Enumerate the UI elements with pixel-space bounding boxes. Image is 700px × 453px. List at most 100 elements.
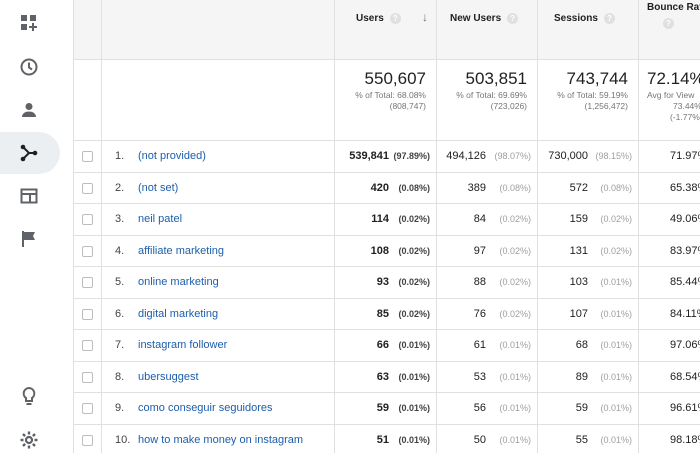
- new-users-percent: (0.01%): [499, 403, 531, 413]
- bounce-rate-cell: 83.97%: [638, 235, 700, 267]
- users-cell: 114 (0.02%): [334, 204, 436, 235]
- sessions-cell: 131 (0.02%): [537, 235, 638, 267]
- new-users-value: 50: [473, 433, 486, 446]
- sessions-value: 55: [575, 433, 588, 446]
- totals-sessions-total: (1,256,472): [584, 101, 628, 111]
- users-percent: (0.02%): [398, 277, 430, 287]
- bounce-rate-cell: 49.06%: [638, 204, 700, 235]
- flag-icon[interactable]: [14, 224, 44, 254]
- sessions-percent: (0.01%): [600, 340, 632, 350]
- keyword-link[interactable]: como conseguir seguidores: [138, 402, 273, 414]
- sessions-cell: 55 (0.01%): [537, 424, 638, 453]
- keyword-link[interactable]: (not provided): [138, 150, 206, 162]
- keyword-link[interactable]: (not set): [138, 181, 179, 194]
- sessions-value: 159: [569, 213, 588, 225]
- row-checkbox[interactable]: [82, 340, 93, 351]
- users-cell: 66 (0.01%): [334, 330, 436, 361]
- clock-icon[interactable]: [14, 52, 44, 82]
- keyword-link[interactable]: neil patel: [138, 213, 183, 225]
- new-users-percent: (0.02%): [499, 245, 531, 256]
- bounce-rate-cell: 68.54%: [638, 361, 700, 393]
- row-index: 7.: [115, 339, 125, 351]
- sessions-header[interactable]: Sessions?: [537, 0, 638, 60]
- row-index: 5.: [115, 276, 125, 288]
- gear-icon[interactable]: [14, 425, 44, 453]
- users-percent: (0.02%): [398, 245, 430, 256]
- behavior-icon[interactable]: [14, 181, 44, 211]
- row-checkbox[interactable]: [82, 308, 93, 320]
- users-value: 51: [376, 433, 389, 446]
- bounce-rate-value: 68.54%: [670, 370, 700, 383]
- help-icon[interactable]: ?: [389, 13, 401, 24]
- keyword-cell: 4. affiliate marketing: [101, 235, 334, 267]
- row-checkbox[interactable]: [82, 182, 93, 194]
- row-checkbox[interactable]: [82, 277, 93, 288]
- bounce-rate-value: 97.06%: [670, 339, 700, 351]
- help-icon[interactable]: ?: [663, 18, 674, 29]
- users-cell: 85 (0.02%): [334, 298, 436, 330]
- users-cell: 108 (0.02%): [334, 235, 436, 267]
- row-checkbox[interactable]: [82, 434, 93, 446]
- totals-users-total: (808,747): [389, 101, 426, 111]
- bounce-rate-cell: 97.06%: [638, 330, 700, 361]
- users-percent: (0.01%): [398, 371, 430, 382]
- sessions-percent: (98.15%): [595, 151, 632, 161]
- sessions-percent: (0.01%): [600, 403, 632, 413]
- keyword-link[interactable]: digital marketing: [138, 307, 219, 320]
- sessions-value: 107: [569, 307, 588, 320]
- users-percent: (97.89%): [393, 151, 430, 161]
- sessions-percent: (0.08%): [600, 182, 632, 193]
- keyword-cell: 3. neil patel: [101, 204, 334, 235]
- sessions-percent: (0.01%): [600, 434, 632, 445]
- users-value: 420: [370, 181, 389, 194]
- new-users-percent: (0.02%): [499, 308, 531, 319]
- lightbulb-icon[interactable]: [14, 381, 44, 411]
- row-index: 9.: [115, 402, 125, 414]
- row-index: 1.: [115, 150, 125, 162]
- users-cell: 93 (0.02%): [334, 267, 436, 298]
- sessions-cell: 107 (0.01%): [537, 298, 638, 330]
- sessions-value: 89: [575, 370, 588, 383]
- totals-bounce-value: 72.14%: [647, 69, 700, 88]
- row-checkbox[interactable]: [82, 151, 93, 162]
- bounce-rate-value: 85.44%: [670, 276, 700, 288]
- sessions-cell: 89 (0.01%): [537, 361, 638, 393]
- row-checkbox[interactable]: [82, 214, 93, 225]
- keyword-link[interactable]: ubersuggest: [138, 370, 199, 383]
- row-checkbox[interactable]: [82, 371, 93, 383]
- new-users-value: 97: [473, 244, 486, 257]
- acquisition-icon[interactable]: [14, 138, 44, 168]
- keyword-link[interactable]: how to make money on instagram: [138, 433, 304, 446]
- help-icon[interactable]: ?: [507, 13, 519, 24]
- new-users-percent: (0.02%): [499, 277, 531, 287]
- help-icon[interactable]: ?: [603, 13, 615, 24]
- row-index: 6.: [115, 307, 125, 320]
- bounce-rate-header[interactable]: Bounce Rate ?: [638, 0, 700, 60]
- sessions-value: 131: [569, 244, 588, 257]
- sort-descending-icon[interactable]: ↓: [422, 10, 428, 24]
- keyword-link[interactable]: online marketing: [138, 276, 219, 288]
- users-cell: 59 (0.01%): [334, 393, 436, 424]
- row-checkbox[interactable]: [82, 403, 93, 414]
- new-users-header[interactable]: New Users?: [436, 0, 537, 60]
- table-row: 3. neil patel 114 (0.02%) 84 (0.02%) 159 (0.02%…: [74, 204, 700, 236]
- row-checkbox[interactable]: [82, 245, 93, 257]
- bounce-rate-value: 49.06%: [670, 213, 700, 225]
- dashboard-customize-icon[interactable]: [14, 8, 44, 38]
- users-header[interactable]: Users? ↓: [334, 0, 436, 60]
- bounce-rate-cell: 85.44%: [638, 267, 700, 298]
- keyword-link[interactable]: affiliate marketing: [138, 244, 225, 257]
- keyword-cell: 9. como conseguir seguidores: [101, 393, 334, 424]
- person-icon[interactable]: [14, 95, 44, 125]
- new-users-value: 88: [473, 276, 486, 288]
- sessions-percent: (0.02%): [600, 214, 632, 224]
- keyword-link[interactable]: instagram follower: [138, 339, 228, 351]
- totals-new-users-percent: % of Total: 69.69%: [456, 90, 527, 100]
- row-index: 2.: [115, 181, 125, 194]
- new-users-percent: (0.01%): [499, 340, 531, 350]
- new-users-value: 56: [473, 402, 486, 414]
- row-index: 10.: [115, 433, 131, 446]
- users-percent: (0.01%): [398, 340, 430, 350]
- bounce-rate-cell: 71.97%: [638, 141, 700, 172]
- users-cell: 420 (0.08%): [334, 172, 436, 204]
